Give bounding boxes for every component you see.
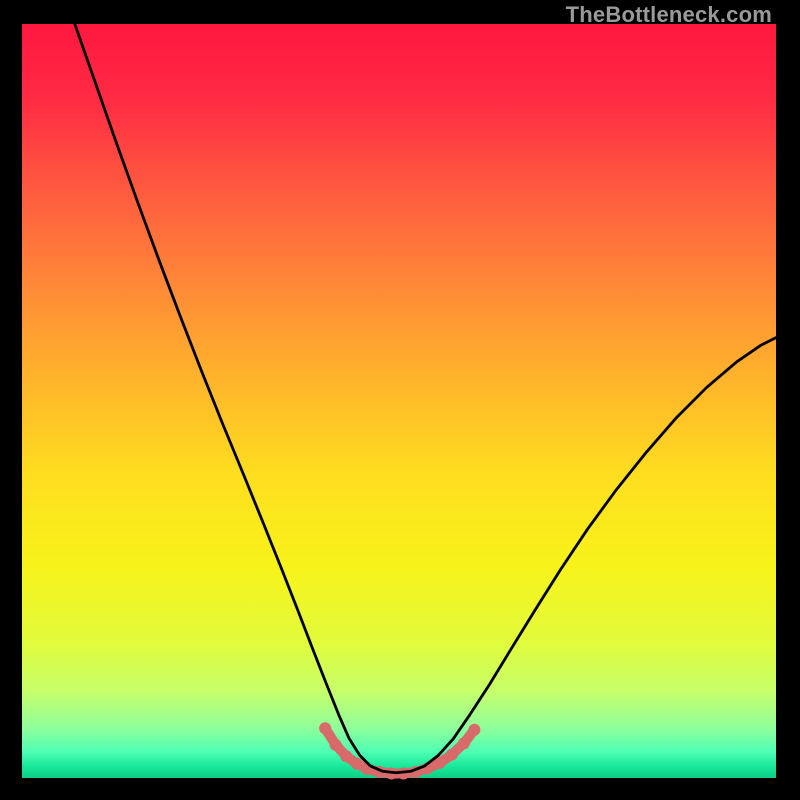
plot-area [22, 24, 776, 778]
watermark-text: TheBottleneck.com [566, 2, 772, 28]
marker-band-dot [446, 749, 458, 761]
marker-band-dot [351, 758, 363, 770]
marker-band-dot [458, 737, 470, 749]
chart-outer-frame: TheBottleneck.com [0, 0, 800, 800]
v-curve [75, 24, 776, 773]
chart-svg [22, 24, 776, 778]
marker-band-dot [468, 724, 480, 736]
marker-band-dot [330, 739, 342, 751]
marker-band-dot [319, 722, 331, 734]
marker-band-dot [340, 750, 352, 762]
